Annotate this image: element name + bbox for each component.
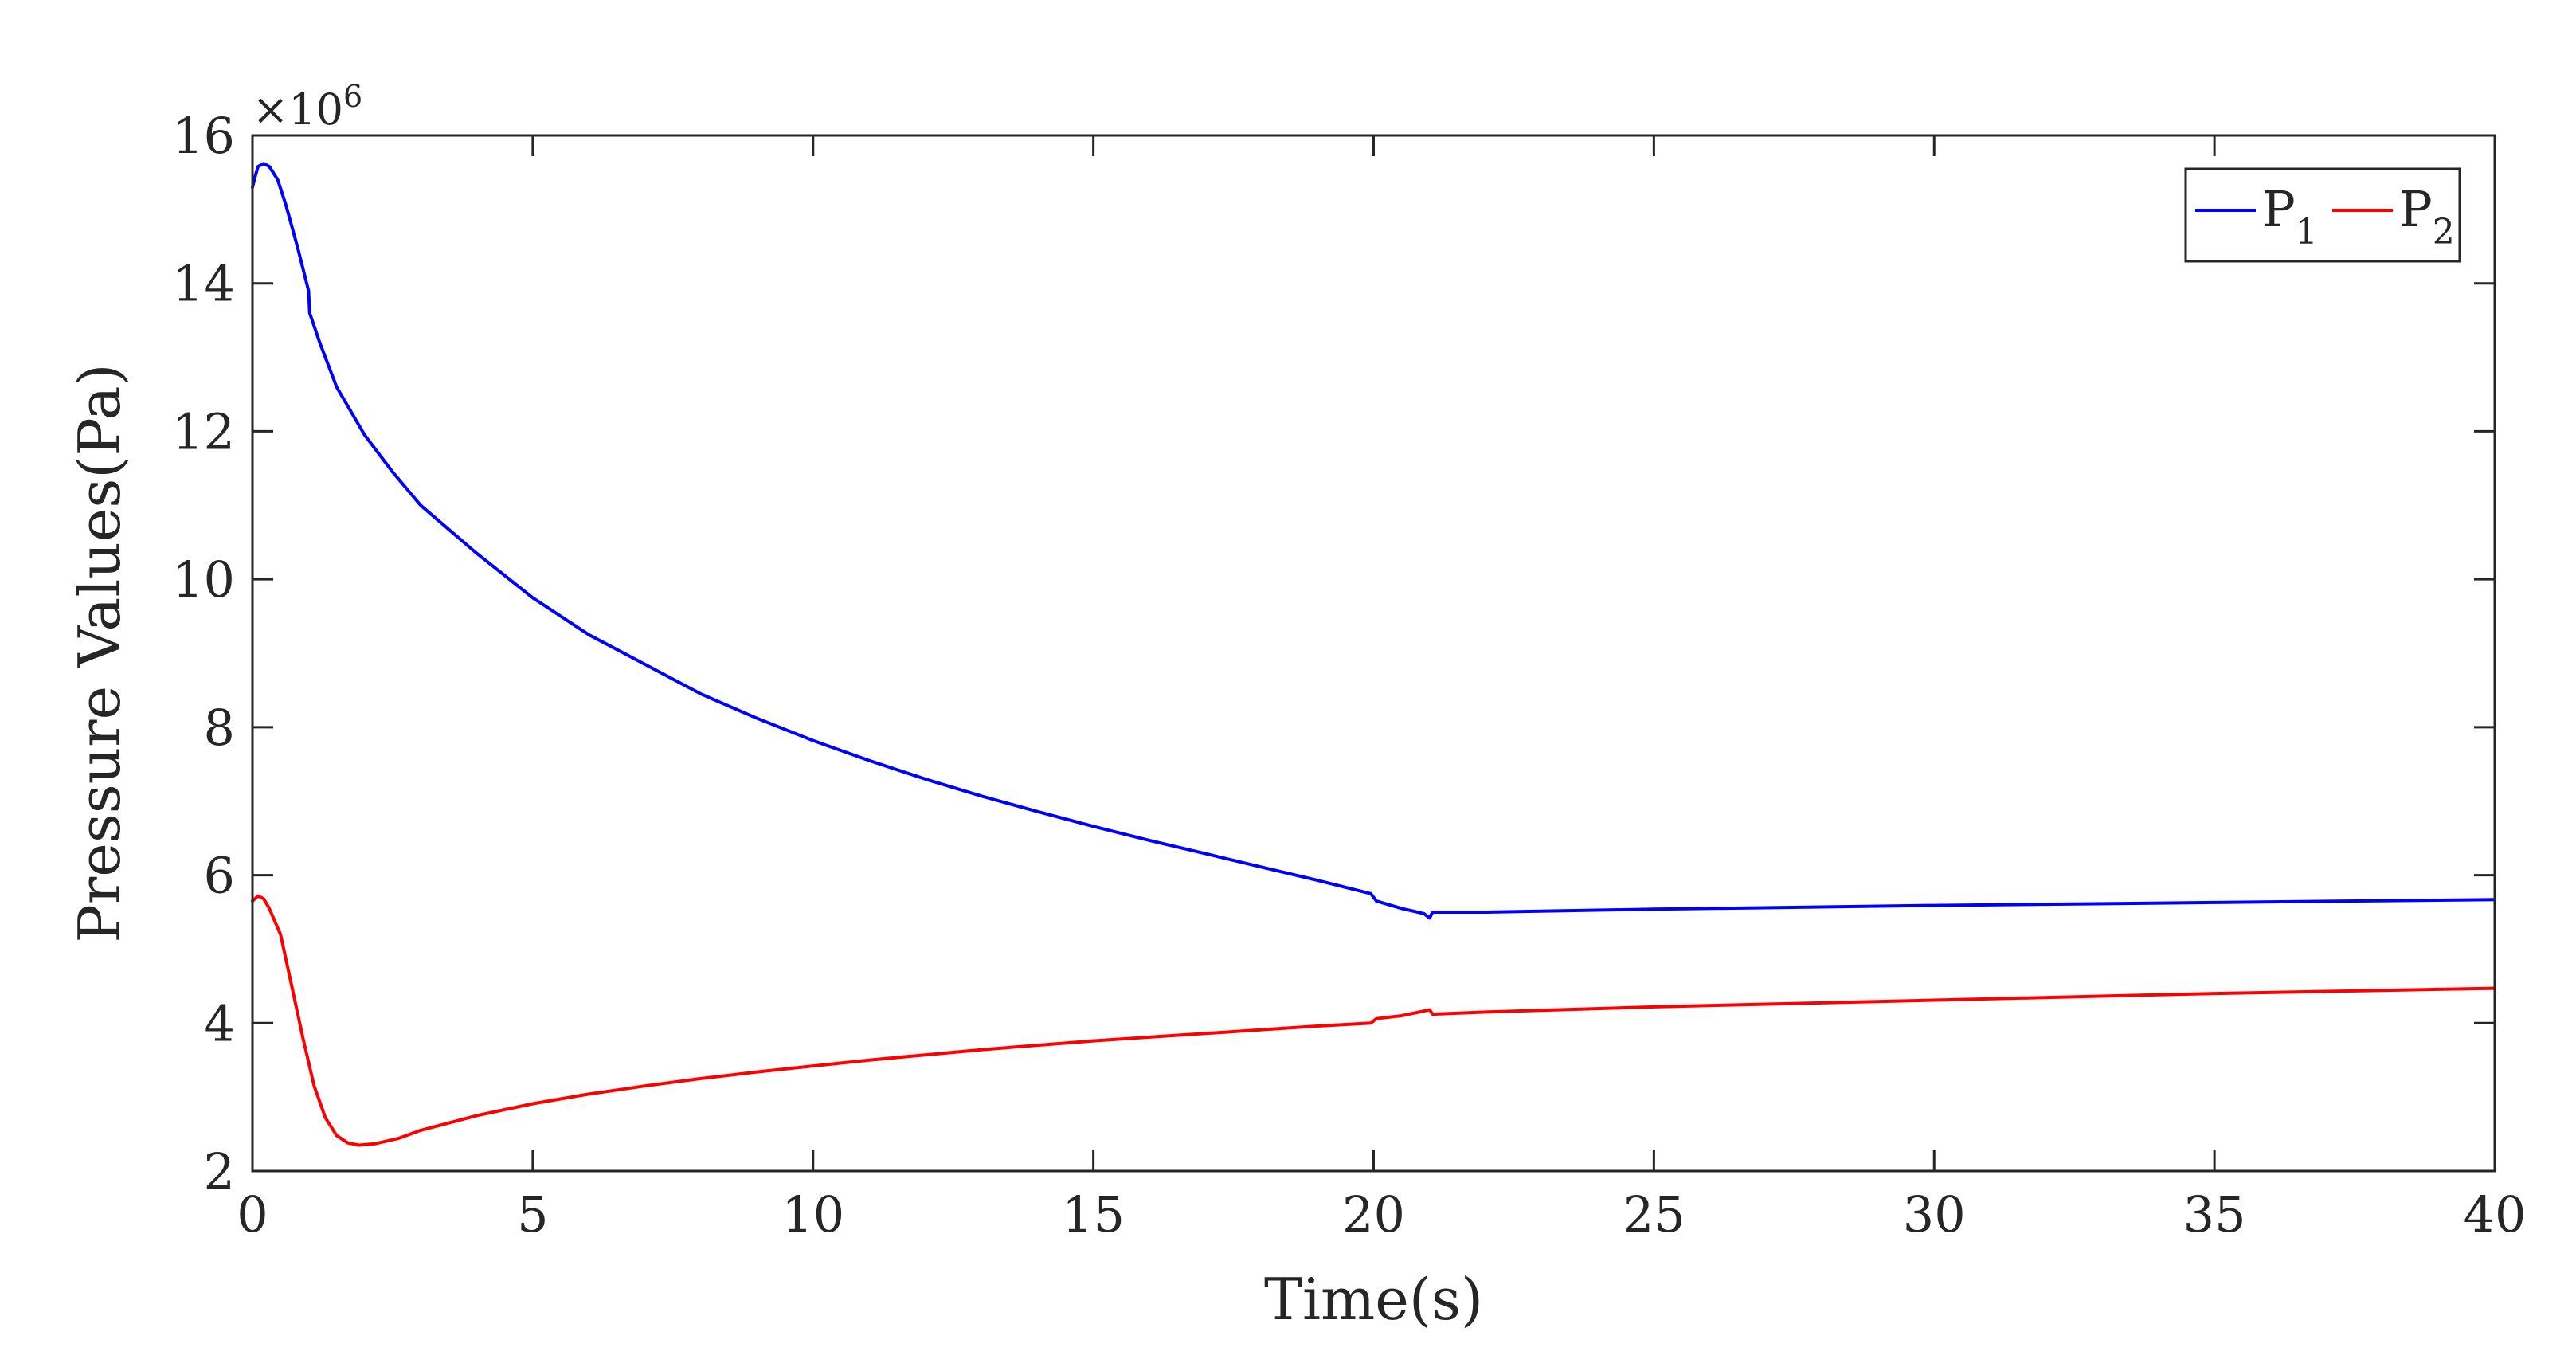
legend-label-p1-sub: 1: [2296, 212, 2318, 253]
x-tick-label: 0: [237, 1185, 268, 1244]
y-tick-label: 16: [172, 107, 235, 165]
y-tick-label: 14: [172, 255, 235, 313]
y-axis-title: Pressure Values(Pa): [66, 363, 133, 942]
y-tick-label: 12: [172, 402, 235, 460]
series-line-p2: [251, 894, 2496, 1147]
legend-label-p2-main: P: [2399, 180, 2433, 238]
y-multiplier-base: ×10: [253, 84, 343, 135]
y-tick-label: 2: [204, 1142, 235, 1201]
series-layer: [251, 162, 2496, 1147]
x-tick-label: 25: [1623, 1185, 1685, 1244]
y-tick-label: 4: [204, 994, 235, 1052]
plot-area: [253, 135, 2495, 1171]
y-multiplier-exponent: 6: [343, 79, 362, 114]
x-tick-label: 30: [1903, 1185, 1966, 1244]
x-tick-label: 20: [1342, 1185, 1405, 1244]
y-axis-multiplier: ×106: [253, 79, 362, 135]
legend-label-p2-sub: 2: [2433, 212, 2455, 253]
y-tick-label: 10: [172, 550, 235, 609]
legend-label-p1-main: P: [2262, 180, 2296, 238]
y-tick-label: 8: [204, 699, 235, 757]
x-axis-ticks: 0 5 10 15 20 25 30 35 40: [237, 135, 2526, 1244]
x-tick-label: 10: [781, 1185, 844, 1244]
legend: P1 P2: [2184, 167, 2461, 263]
x-tick-label: 35: [2183, 1185, 2246, 1244]
x-tick-label: 15: [1062, 1185, 1125, 1244]
y-tick-label: 6: [204, 847, 235, 905]
x-tick-label: 5: [517, 1185, 548, 1244]
legend-label-p2: P2: [2399, 180, 2455, 253]
series-line-p1: [251, 162, 2496, 920]
legend-box: [2184, 167, 2461, 263]
x-axis-title: Time(s): [1264, 1266, 1483, 1333]
legend-label-p1: P1: [2262, 180, 2318, 253]
plot-background: [253, 135, 2495, 1171]
x-tick-label: 40: [2464, 1185, 2527, 1244]
